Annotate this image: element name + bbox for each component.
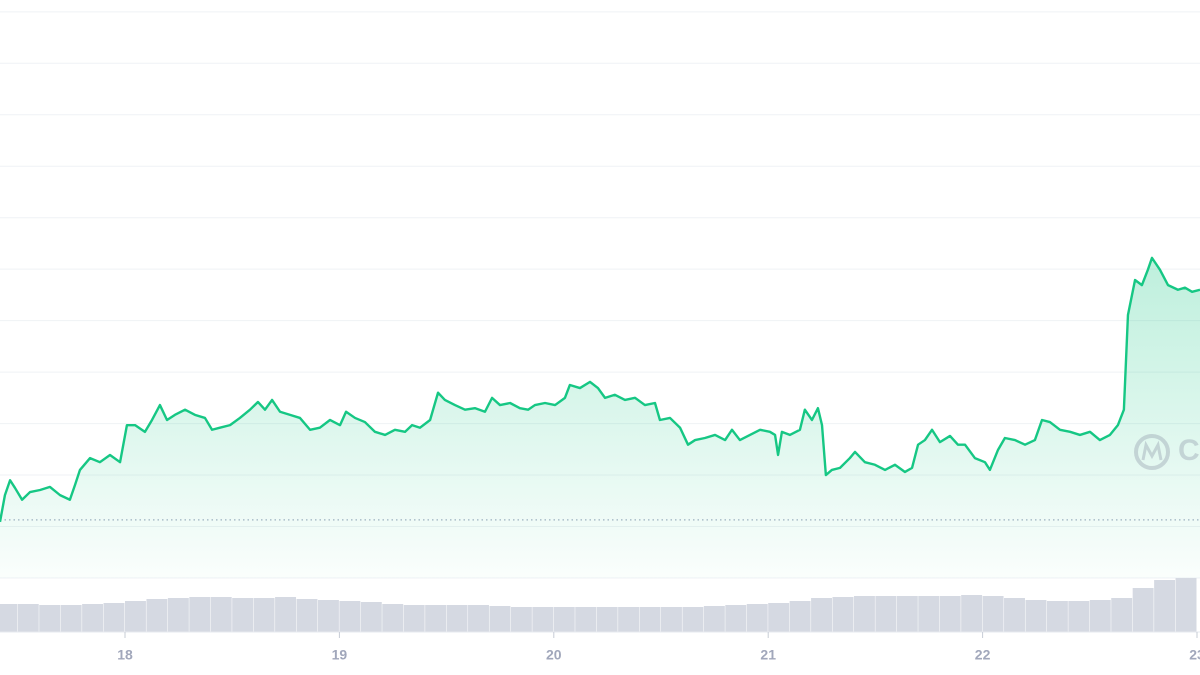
x-tick-label: 18	[117, 647, 133, 663]
volume-bar	[146, 599, 168, 632]
x-tick-label: 20	[546, 647, 562, 663]
volume-bar	[39, 605, 61, 632]
volume-bar	[703, 606, 725, 632]
volume-bar	[446, 605, 468, 632]
volume-bar	[1132, 588, 1154, 632]
volume-bar	[982, 596, 1004, 632]
volume-bar	[746, 604, 768, 632]
volume-bar	[1025, 600, 1047, 632]
volume-bar	[832, 597, 854, 632]
volume-bar	[553, 607, 575, 632]
volume-bar	[103, 603, 125, 632]
volume-bar	[918, 596, 940, 632]
volume-bar	[853, 596, 875, 632]
volume-bar	[60, 605, 82, 632]
volume-bar	[789, 601, 811, 632]
volume-bar	[768, 603, 790, 632]
volume-bar	[189, 597, 211, 632]
volume-bar	[382, 604, 404, 632]
volume-bar	[210, 597, 232, 632]
watermark-logo	[1134, 434, 1170, 470]
volume-bar	[1004, 598, 1025, 632]
volume-bar	[660, 607, 682, 632]
volume-bar	[468, 605, 489, 632]
volume-bar	[1154, 580, 1176, 632]
volume-bar	[1111, 598, 1133, 632]
price-area	[0, 257, 1200, 578]
volume-bar	[811, 598, 833, 632]
volume-bar	[403, 605, 425, 632]
volume-bar	[875, 596, 897, 632]
volume-bar	[253, 598, 275, 632]
volume-bar	[425, 605, 447, 632]
volume-bar	[124, 601, 146, 632]
volume-bar	[167, 598, 189, 632]
volume-bar	[1068, 601, 1090, 632]
volume-bar	[1046, 601, 1068, 632]
volume-bar	[296, 599, 318, 632]
volume-bar	[275, 597, 297, 632]
volume-bar	[360, 602, 382, 632]
volume-bar	[1089, 600, 1111, 632]
watermark: CoinMarketCap	[1134, 434, 1200, 470]
volume-bar	[339, 601, 361, 632]
x-tick-label: 23	[1189, 647, 1200, 663]
x-tick-label: 22	[975, 647, 991, 663]
volume-bar	[596, 607, 618, 632]
watermark-text: CoinMarketCap	[1178, 434, 1200, 467]
price-line	[0, 256, 1200, 523]
volume-bar	[232, 598, 254, 632]
volume-bar	[0, 604, 18, 632]
volume-bar	[489, 606, 511, 632]
volume-bar	[17, 604, 39, 632]
volume-bar	[939, 596, 961, 632]
volume-bar	[317, 600, 339, 632]
x-tick-label: 21	[760, 647, 776, 663]
watermark-logo-mark	[1141, 440, 1163, 461]
volume-bar	[725, 605, 747, 632]
volume-bar	[510, 607, 532, 632]
volume-bar	[532, 607, 554, 632]
volume-bar	[961, 595, 983, 632]
volume-bar	[682, 607, 704, 632]
volume-bar	[896, 596, 918, 632]
volume-bar	[639, 607, 661, 632]
x-tick-label: 19	[332, 647, 348, 663]
volume-bar	[1175, 578, 1197, 632]
volume-bar	[575, 607, 597, 632]
volume-bar	[82, 604, 104, 632]
volume-bar	[618, 607, 640, 632]
